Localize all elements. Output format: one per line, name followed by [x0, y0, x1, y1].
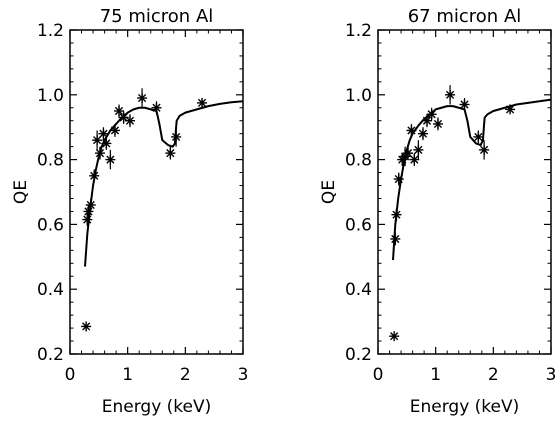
x-axis-label: Energy (keV) [102, 397, 212, 417]
y-tick-label: 1.0 [345, 86, 372, 106]
data-point [197, 97, 208, 108]
data-point [409, 153, 420, 167]
data-point [413, 140, 424, 160]
y-tick-label: 0.6 [345, 215, 372, 235]
x-tick-label: 3 [238, 365, 249, 385]
y-tick-label: 1.2 [345, 21, 372, 41]
x-tick-label: 2 [180, 365, 191, 385]
data-point [124, 114, 135, 128]
data-point [98, 127, 109, 141]
marker-stroke [390, 332, 399, 341]
x-tick-label: 3 [546, 365, 557, 385]
x-tick-label: 2 [488, 365, 499, 385]
y-tick-label: 0.8 [345, 151, 372, 171]
y-tick-label: 0.2 [37, 345, 64, 365]
data-point [105, 149, 116, 170]
x-tick-label: 0 [373, 365, 384, 385]
y-tick-label: 0.2 [345, 345, 372, 365]
data-point [459, 98, 470, 111]
data-point [432, 117, 443, 131]
y-tick-label: 0.8 [37, 151, 64, 171]
y-axis-label: QE [319, 180, 339, 204]
y-tick-label: 1.2 [37, 21, 64, 41]
x-axis-label: Energy (keV) [410, 397, 520, 417]
chart-panel-1: 75 micron Al 0 1 2 3 0.2 0.4 0.6 0.8 1.0 1.2 Energy… [11, 6, 248, 417]
data-point [402, 146, 413, 160]
data-point [114, 104, 125, 118]
plot-frame [69, 29, 244, 355]
y-axis-label: QE [11, 180, 31, 204]
data-point [137, 88, 148, 108]
y-tick-label: 0.4 [37, 280, 64, 300]
data-point [82, 213, 93, 227]
x-tick-label: 0 [65, 365, 76, 385]
y-tick-label: 1.0 [37, 86, 64, 106]
y-tick-label: 0.6 [37, 215, 64, 235]
data-point [445, 85, 456, 105]
model-curve [391, 98, 552, 261]
model-curve [83, 100, 244, 267]
y-tick-label: 0.4 [345, 280, 372, 300]
chart-panel-2: 67 micron Al 0 1 2 3 0.2 0.4 0.6 0.8 1.0 1.2 Energy… [319, 6, 556, 417]
data-point [479, 140, 490, 160]
data-point [473, 130, 484, 144]
marker-stroke [82, 322, 91, 331]
data-point [417, 127, 428, 141]
data-point [389, 331, 400, 342]
chart-title: 67 micron Al [408, 6, 522, 27]
data-point [92, 130, 103, 150]
x-tick-label: 1 [430, 365, 441, 385]
data-point [165, 146, 176, 160]
chart-title: 75 micron Al [100, 6, 214, 27]
data-point [81, 321, 92, 332]
plot-frame [377, 29, 552, 355]
x-tick-label: 1 [122, 365, 133, 385]
